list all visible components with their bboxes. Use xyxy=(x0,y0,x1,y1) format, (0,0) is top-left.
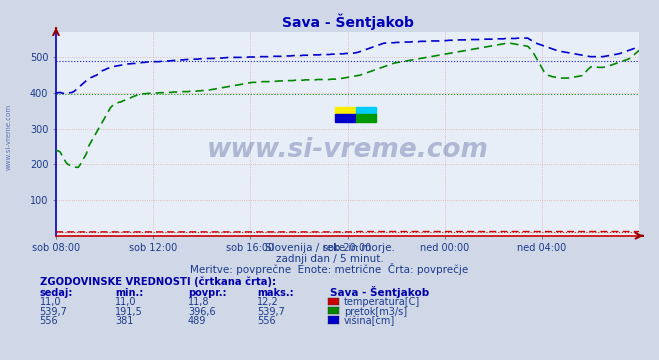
Text: Meritve: povprečne  Enote: metrične  Črta: povprečje: Meritve: povprečne Enote: metrične Črta:… xyxy=(190,263,469,275)
Text: 381: 381 xyxy=(115,316,134,326)
Text: 11,8: 11,8 xyxy=(188,297,210,307)
Text: 191,5: 191,5 xyxy=(115,307,143,317)
Text: pretok[m3/s]: pretok[m3/s] xyxy=(344,307,407,317)
Text: 11,0: 11,0 xyxy=(40,297,61,307)
Text: min.:: min.: xyxy=(115,288,144,298)
Text: 11,0: 11,0 xyxy=(115,297,137,307)
Text: ZGODOVINSKE VREDNOSTI (črtkana črta):: ZGODOVINSKE VREDNOSTI (črtkana črta): xyxy=(40,277,275,288)
Text: sedaj:: sedaj: xyxy=(40,288,73,298)
Text: 539,7: 539,7 xyxy=(257,307,285,317)
Text: 539,7: 539,7 xyxy=(40,307,67,317)
Text: www.si-vreme.com: www.si-vreme.com xyxy=(5,104,12,170)
Text: 396,6: 396,6 xyxy=(188,307,215,317)
Text: www.si-vreme.com: www.si-vreme.com xyxy=(207,138,488,163)
Bar xyxy=(335,114,356,122)
Text: 12,2: 12,2 xyxy=(257,297,279,307)
Bar xyxy=(335,107,356,114)
Title: Sava - Šentjakob: Sava - Šentjakob xyxy=(281,13,414,30)
Text: temperatura[C]: temperatura[C] xyxy=(344,297,420,307)
Text: Sava - Šentjakob: Sava - Šentjakob xyxy=(330,286,429,298)
Text: maks.:: maks.: xyxy=(257,288,294,298)
Text: 556: 556 xyxy=(40,316,58,326)
Bar xyxy=(356,107,376,114)
Text: 489: 489 xyxy=(188,316,206,326)
Text: zadnji dan / 5 minut.: zadnji dan / 5 minut. xyxy=(275,254,384,264)
Bar xyxy=(356,114,376,122)
Text: povpr.:: povpr.: xyxy=(188,288,226,298)
Text: 556: 556 xyxy=(257,316,275,326)
Text: Slovenija / reke in morje.: Slovenija / reke in morje. xyxy=(264,243,395,253)
Text: višina[cm]: višina[cm] xyxy=(344,316,395,326)
